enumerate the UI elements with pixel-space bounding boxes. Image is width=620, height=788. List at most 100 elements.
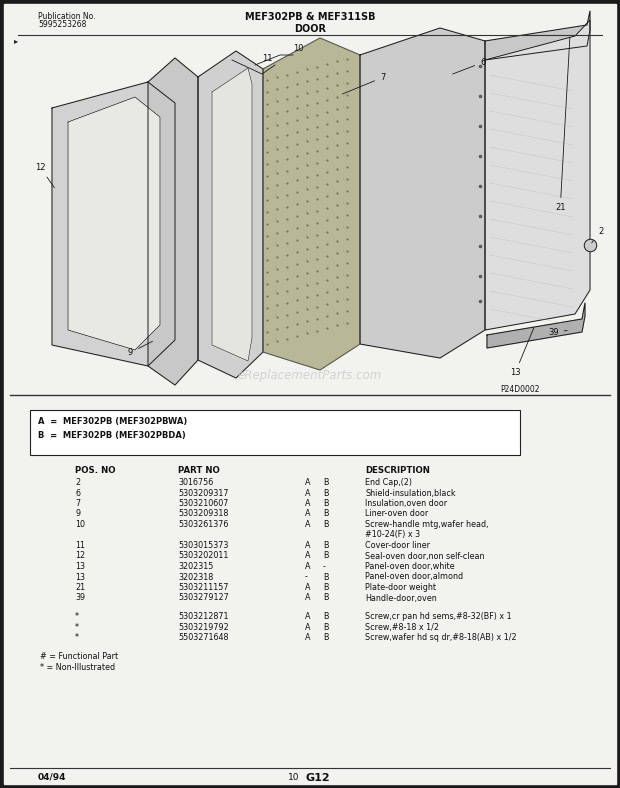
- Text: 3202315: 3202315: [178, 562, 213, 571]
- Text: B: B: [323, 623, 329, 632]
- Text: A: A: [305, 489, 311, 497]
- Text: 5995253268: 5995253268: [38, 20, 86, 29]
- Text: B: B: [323, 583, 329, 592]
- Polygon shape: [148, 58, 198, 385]
- Text: B: B: [323, 499, 329, 508]
- Text: 2: 2: [75, 478, 80, 487]
- Text: 5503271648: 5503271648: [178, 634, 229, 642]
- Text: Publication No.: Publication No.: [38, 12, 95, 21]
- Text: A: A: [305, 541, 311, 550]
- Text: 3016756: 3016756: [178, 478, 213, 487]
- Text: 21: 21: [555, 38, 570, 212]
- Text: Liner-oven door: Liner-oven door: [365, 510, 428, 519]
- Polygon shape: [263, 38, 360, 370]
- Text: 5303209317: 5303209317: [178, 489, 229, 497]
- Text: -: -: [305, 573, 308, 582]
- Text: Shield-insulation,black: Shield-insulation,black: [365, 489, 456, 497]
- Text: End Cap,(2): End Cap,(2): [365, 478, 412, 487]
- Text: 5303279127: 5303279127: [178, 593, 229, 603]
- Text: A: A: [305, 499, 311, 508]
- Text: A: A: [305, 552, 311, 560]
- Text: 9: 9: [75, 510, 80, 519]
- Text: 7: 7: [343, 73, 386, 94]
- Text: MEF302PB & MEF311SB: MEF302PB & MEF311SB: [245, 12, 375, 22]
- Text: A: A: [305, 510, 311, 519]
- Text: 3202318: 3202318: [178, 573, 213, 582]
- Polygon shape: [212, 68, 252, 361]
- Text: A: A: [305, 634, 311, 642]
- Text: 13: 13: [75, 562, 85, 571]
- Polygon shape: [52, 82, 175, 366]
- Text: eReplacementParts.com: eReplacementParts.com: [238, 369, 382, 381]
- Text: A: A: [305, 583, 311, 592]
- Polygon shape: [68, 97, 160, 350]
- Text: B: B: [323, 552, 329, 560]
- Text: 5303202011: 5303202011: [178, 552, 228, 560]
- Text: *: *: [75, 623, 79, 632]
- Text: B: B: [323, 478, 329, 487]
- Text: Panel-oven door,almond: Panel-oven door,almond: [365, 573, 463, 582]
- Text: Plate-door weight: Plate-door weight: [365, 583, 436, 592]
- Text: A  =  MEF302PB (MEF302PBWA): A = MEF302PB (MEF302PBWA): [38, 417, 187, 426]
- Text: *: *: [75, 612, 79, 622]
- Text: PART NO: PART NO: [178, 466, 219, 475]
- Text: 13: 13: [510, 328, 534, 377]
- Text: Screw,#8-18 x 1/2: Screw,#8-18 x 1/2: [365, 623, 439, 632]
- Text: 10: 10: [75, 520, 85, 529]
- Text: B: B: [323, 573, 329, 582]
- Text: G12: G12: [305, 773, 330, 783]
- Text: 39: 39: [75, 593, 85, 603]
- Polygon shape: [485, 20, 590, 330]
- Text: Insulation,oven door: Insulation,oven door: [365, 499, 447, 508]
- Bar: [30, 410, 520, 455]
- Text: -: -: [323, 562, 326, 571]
- Text: A: A: [305, 478, 311, 487]
- Text: B: B: [323, 612, 329, 622]
- Text: 04/94: 04/94: [38, 773, 66, 782]
- Polygon shape: [198, 51, 263, 378]
- Polygon shape: [360, 28, 485, 358]
- Text: *: *: [75, 634, 79, 642]
- Text: A: A: [305, 562, 311, 571]
- Text: Cover-door liner: Cover-door liner: [365, 541, 430, 550]
- Text: Screw-handle mtg,wafer head,: Screw-handle mtg,wafer head,: [365, 520, 489, 529]
- Text: 39: 39: [548, 328, 567, 337]
- Polygon shape: [485, 11, 590, 60]
- Text: 5303261376: 5303261376: [178, 520, 228, 529]
- Text: 11: 11: [262, 54, 273, 63]
- Text: 13: 13: [75, 573, 85, 582]
- Text: 2: 2: [591, 227, 603, 243]
- Text: Screw,cr pan hd sems,#8-32(BF) x 1: Screw,cr pan hd sems,#8-32(BF) x 1: [365, 612, 512, 622]
- Text: Screw,wafer hd sq dr,#8-18(AB) x 1/2: Screw,wafer hd sq dr,#8-18(AB) x 1/2: [365, 634, 516, 642]
- Text: 5303219792: 5303219792: [178, 623, 229, 632]
- Text: B: B: [323, 593, 329, 603]
- Text: P24D0002: P24D0002: [500, 385, 539, 394]
- Text: 9: 9: [128, 341, 153, 357]
- Text: #10-24(F) x 3: #10-24(F) x 3: [365, 530, 420, 540]
- Text: * = Non-Illustrated: * = Non-Illustrated: [40, 663, 115, 672]
- Text: 11: 11: [75, 541, 85, 550]
- Text: POS. NO: POS. NO: [75, 466, 115, 475]
- Text: 5303209318: 5303209318: [178, 510, 228, 519]
- Text: A: A: [305, 623, 311, 632]
- Text: Panel-oven door,white: Panel-oven door,white: [365, 562, 454, 571]
- Text: 21: 21: [75, 583, 85, 592]
- Text: A: A: [305, 593, 311, 603]
- Text: 12: 12: [35, 163, 55, 188]
- Text: A: A: [305, 520, 311, 529]
- Text: Seal-oven door,non self-clean: Seal-oven door,non self-clean: [365, 552, 484, 560]
- Text: B: B: [323, 510, 329, 519]
- Text: 5303210607: 5303210607: [178, 499, 228, 508]
- Text: 6: 6: [75, 489, 80, 497]
- Text: A: A: [305, 612, 311, 622]
- Text: ▸: ▸: [14, 36, 18, 45]
- Text: # = Functional Part: # = Functional Part: [40, 652, 118, 661]
- Text: Handle-door,oven: Handle-door,oven: [365, 593, 436, 603]
- Text: B: B: [323, 520, 329, 529]
- Text: 6: 6: [453, 58, 485, 74]
- Text: 7: 7: [75, 499, 80, 508]
- Text: B: B: [323, 634, 329, 642]
- Text: DESCRIPTION: DESCRIPTION: [365, 466, 430, 475]
- Text: B: B: [323, 489, 329, 497]
- Text: DOOR: DOOR: [294, 24, 326, 34]
